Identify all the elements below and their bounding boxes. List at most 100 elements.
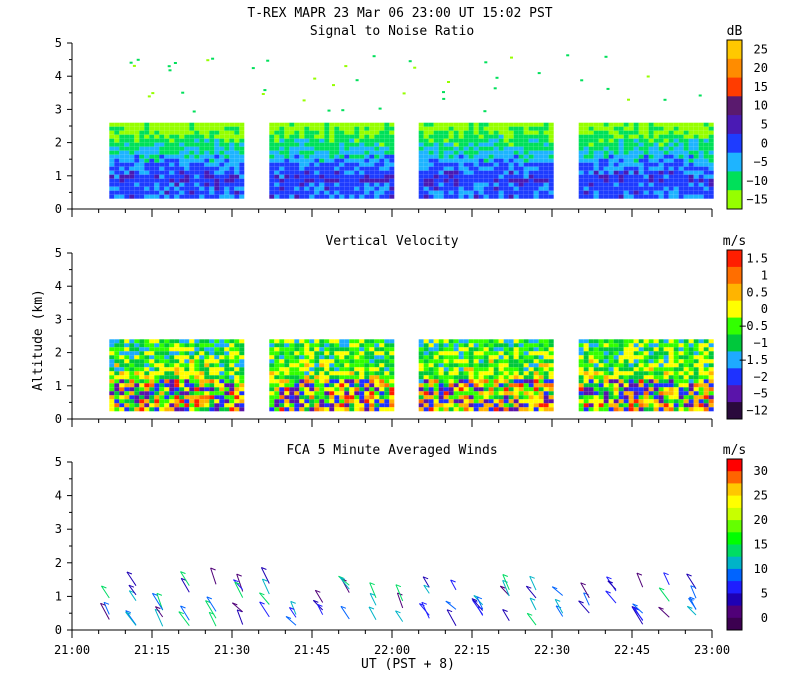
data-cell bbox=[364, 190, 370, 195]
data-cell bbox=[548, 190, 554, 195]
data-cell bbox=[698, 351, 704, 356]
data-cell bbox=[289, 146, 295, 151]
data-cell bbox=[518, 154, 524, 159]
data-cell bbox=[339, 351, 345, 356]
data-cell bbox=[389, 186, 395, 191]
data-cell bbox=[633, 130, 639, 135]
data-cell bbox=[299, 138, 305, 143]
data-cell bbox=[603, 395, 609, 400]
wind-barb-flag bbox=[233, 579, 239, 583]
data-cell bbox=[184, 142, 190, 147]
noise-speckle bbox=[413, 66, 417, 69]
data-cell bbox=[668, 391, 674, 396]
data-cell bbox=[299, 190, 305, 195]
data-cell bbox=[588, 138, 594, 143]
data-cell bbox=[488, 391, 494, 396]
data-cell bbox=[299, 134, 305, 139]
data-cell bbox=[129, 186, 135, 191]
data-cell bbox=[384, 174, 390, 179]
data-cell bbox=[443, 126, 449, 131]
data-cell bbox=[339, 399, 345, 404]
data-cell bbox=[214, 351, 220, 356]
data-cell bbox=[628, 178, 634, 183]
data-cell bbox=[548, 359, 554, 364]
data-cell bbox=[139, 138, 145, 143]
data-cell bbox=[523, 122, 529, 127]
data-cell bbox=[109, 355, 115, 360]
data-cell bbox=[613, 399, 619, 404]
data-cell bbox=[279, 339, 285, 344]
data-cell bbox=[199, 339, 205, 344]
data-cell bbox=[538, 367, 544, 372]
data-cell bbox=[114, 375, 120, 380]
data-cell bbox=[234, 182, 240, 187]
wind-barb bbox=[663, 572, 670, 586]
data-cell bbox=[493, 190, 499, 195]
data-cell bbox=[349, 170, 355, 175]
data-cell bbox=[668, 146, 674, 151]
data-cell bbox=[618, 138, 624, 143]
data-cell bbox=[693, 343, 699, 348]
data-cell bbox=[483, 150, 489, 155]
data-cell bbox=[114, 383, 120, 388]
data-cell bbox=[503, 194, 509, 199]
data-cell bbox=[593, 142, 599, 147]
data-cell bbox=[633, 359, 639, 364]
data-cell bbox=[159, 134, 165, 139]
data-cell bbox=[423, 126, 429, 131]
data-cell bbox=[204, 166, 210, 171]
data-cell bbox=[578, 383, 584, 388]
data-cell bbox=[598, 158, 604, 163]
data-cell bbox=[503, 134, 509, 139]
wind-barb-column bbox=[338, 575, 350, 620]
data-cell bbox=[294, 130, 300, 135]
data-cell bbox=[174, 367, 180, 372]
data-cell bbox=[458, 142, 464, 147]
wind-barb bbox=[529, 576, 537, 591]
data-cell bbox=[523, 150, 529, 155]
data-cell bbox=[418, 122, 424, 127]
data-cell bbox=[663, 138, 669, 143]
data-cell bbox=[304, 399, 310, 404]
data-cell bbox=[528, 182, 534, 187]
data-cell bbox=[583, 138, 589, 143]
data-cell bbox=[433, 359, 439, 364]
data-cell bbox=[114, 130, 120, 135]
data-cell bbox=[423, 130, 429, 135]
data-cell bbox=[678, 126, 684, 131]
data-cell bbox=[179, 399, 185, 404]
data-cell bbox=[194, 407, 200, 412]
data-cell bbox=[423, 122, 429, 127]
data-cell bbox=[339, 134, 345, 139]
data-cell bbox=[284, 126, 290, 131]
data-cell bbox=[493, 142, 499, 147]
data-cell bbox=[658, 126, 664, 131]
data-cell bbox=[239, 347, 245, 352]
y-tick-label: 4 bbox=[55, 69, 62, 83]
data-cell bbox=[423, 186, 429, 191]
data-cell bbox=[638, 391, 644, 396]
data-cell bbox=[548, 122, 554, 127]
data-cell bbox=[274, 347, 280, 352]
data-cell bbox=[169, 170, 175, 175]
data-cell bbox=[109, 339, 115, 344]
data-cell bbox=[438, 146, 444, 151]
data-cell bbox=[309, 190, 315, 195]
wind-barb-column bbox=[471, 595, 484, 616]
data-cell bbox=[304, 182, 310, 187]
data-cell bbox=[593, 174, 599, 179]
data-cell bbox=[678, 154, 684, 159]
data-cell bbox=[668, 182, 674, 187]
data-cell bbox=[269, 367, 275, 372]
data-cell bbox=[114, 399, 120, 404]
data-cell bbox=[443, 379, 449, 384]
data-cell bbox=[698, 122, 704, 127]
data-cell bbox=[134, 162, 140, 167]
data-cell bbox=[653, 339, 659, 344]
data-cell bbox=[628, 158, 634, 163]
data-cell bbox=[508, 375, 514, 380]
data-cell bbox=[329, 158, 335, 163]
data-cell bbox=[538, 399, 544, 404]
data-cell bbox=[229, 403, 235, 408]
data-cell bbox=[314, 395, 320, 400]
